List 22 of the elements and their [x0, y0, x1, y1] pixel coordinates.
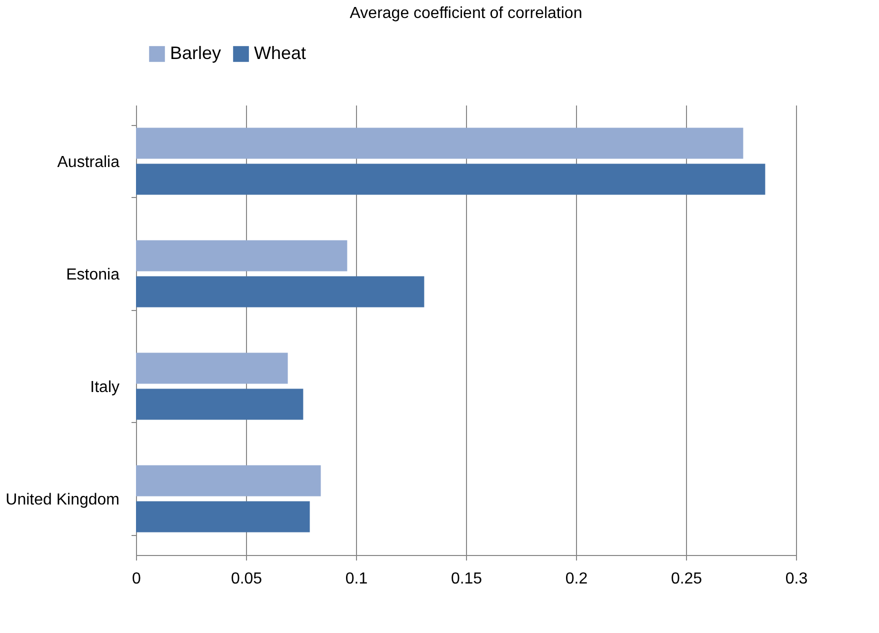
x-tick-label: 0 [132, 570, 142, 588]
y-tick-label: Australia [57, 154, 120, 171]
bar [136, 352, 288, 384]
x-tick-label: 0.25 [670, 570, 702, 588]
x-tick-label: 0.1 [345, 570, 368, 588]
bar [136, 465, 321, 496]
chart-title: Average coefficient of correlation [350, 5, 582, 22]
bar [136, 501, 310, 532]
bar [136, 128, 744, 159]
bar [136, 164, 766, 195]
bar [136, 240, 348, 272]
legend-label: Barley [170, 43, 222, 63]
bar [136, 388, 304, 420]
x-tick-label: 0.15 [450, 570, 482, 588]
y-tick-label: United Kingdom [6, 491, 120, 508]
bar [136, 276, 424, 308]
legend-label: Wheat [254, 43, 306, 63]
y-tick-label: Italy [90, 378, 120, 396]
y-tick-label: Estonia [66, 266, 120, 284]
x-tick-label: 0.3 [785, 570, 808, 588]
x-tick-label: 0.2 [565, 570, 588, 588]
x-tick-label: 0.05 [230, 570, 262, 588]
